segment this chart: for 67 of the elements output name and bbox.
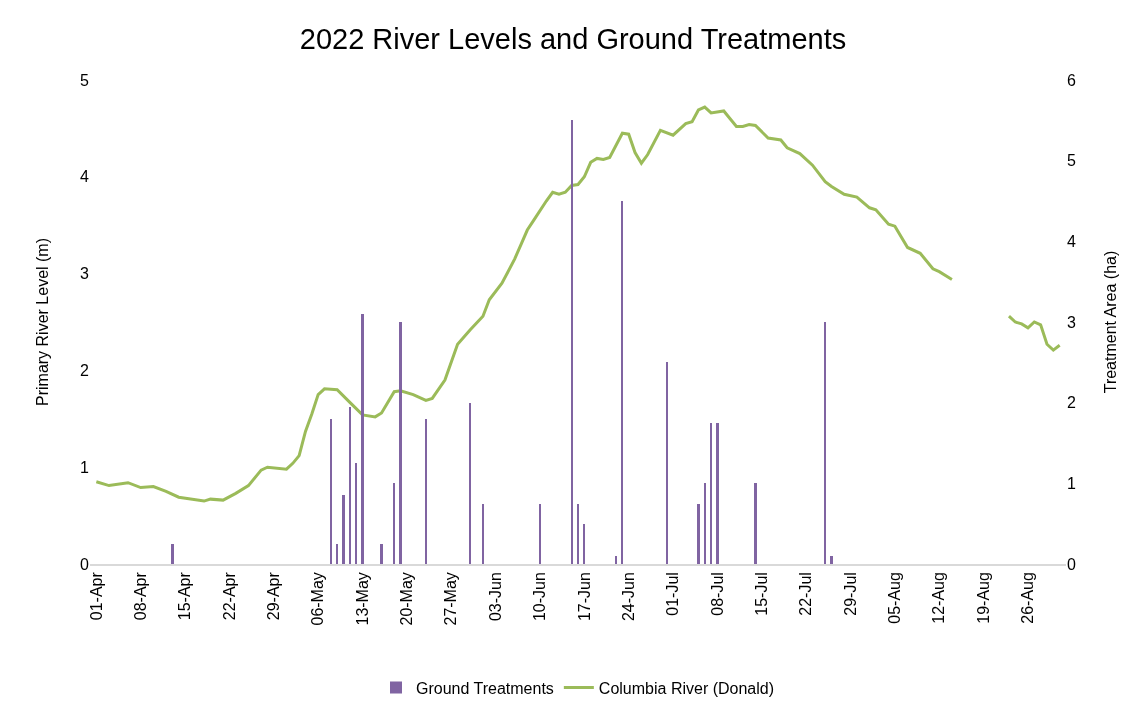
x-tick-label: 17-Jun — [575, 572, 593, 622]
bar — [171, 544, 174, 564]
x-tick-label: 13-May — [353, 572, 371, 626]
x-tick-label: 24-Jun — [619, 572, 637, 622]
x-tick-label: 06-May — [309, 572, 327, 626]
bar — [830, 556, 833, 564]
x-tick-label: 22-Jul — [797, 572, 815, 616]
x-tick-label: 05-Aug — [886, 572, 904, 624]
x-tick-label: 08-Jul — [708, 572, 726, 616]
x-tick-label: 29-Jul — [841, 572, 859, 616]
x-tick-label: 20-May — [398, 572, 416, 626]
legend-label: Columbia River (Donald) — [598, 679, 775, 697]
bar — [399, 322, 402, 564]
y2-tick-label: 6 — [1067, 71, 1076, 89]
bar — [355, 463, 357, 564]
x-tick-label: 19-Aug — [974, 572, 992, 624]
x-tick-label: 27-May — [442, 572, 460, 626]
bar — [754, 483, 757, 564]
bar — [380, 544, 383, 564]
x-tick-label: 03-Jun — [486, 572, 504, 622]
y-tick-label: 5 — [80, 71, 90, 89]
bar — [716, 423, 719, 564]
y2-tick-label: 2 — [1067, 394, 1076, 412]
y-tick-label: 1 — [80, 458, 90, 476]
bar — [621, 201, 623, 564]
legend-label: Ground Treatments — [416, 679, 554, 697]
x-tick-label: 01-Jul — [664, 572, 682, 616]
y-axis-title: Primary River Level (m) — [34, 237, 51, 407]
y-tick-label: 4 — [80, 168, 90, 186]
x-tick-label: 12-Aug — [930, 572, 948, 624]
bar — [710, 423, 712, 564]
bar — [539, 504, 541, 564]
bar — [361, 314, 364, 564]
bar — [704, 483, 706, 564]
y2-tick-label: 5 — [1067, 152, 1076, 170]
y2-tick-label: 3 — [1067, 313, 1076, 331]
bar — [349, 407, 351, 564]
bar — [342, 495, 345, 564]
bar — [393, 483, 395, 564]
bar — [482, 504, 484, 564]
bar — [577, 504, 579, 564]
bar — [824, 322, 826, 564]
y-tick-label: 3 — [80, 265, 90, 283]
y2-tick-label: 0 — [1067, 555, 1076, 573]
x-tick-label: 01-Apr — [87, 571, 105, 621]
bar — [697, 504, 700, 564]
y2-tick-label: 4 — [1067, 232, 1076, 250]
y2-tick-label: 1 — [1067, 474, 1076, 492]
x-tick-label: 15-Jul — [752, 572, 770, 616]
x-tick-label: 15-Apr — [176, 571, 194, 621]
chart-title: 2022 River Levels and Ground Treatments — [299, 22, 847, 55]
bar — [330, 419, 332, 564]
x-tick-label: 10-Jun — [531, 572, 549, 622]
bar — [615, 556, 617, 564]
y2-axis-title: Treatment Area (ha) — [1102, 250, 1119, 394]
x-tick-label: 08-Apr — [131, 571, 149, 621]
bar — [583, 524, 585, 564]
x-tick-label: 26-Aug — [1019, 572, 1037, 624]
x-tick-label: 29-Apr — [264, 571, 282, 621]
y-tick-label: 0 — [80, 555, 90, 573]
bar — [469, 403, 471, 564]
bar — [666, 362, 668, 564]
bar — [425, 419, 427, 564]
y-tick-label: 2 — [80, 362, 90, 379]
bar — [336, 544, 338, 564]
x-tick-label: 22-Apr — [220, 571, 238, 621]
bar — [571, 120, 573, 564]
